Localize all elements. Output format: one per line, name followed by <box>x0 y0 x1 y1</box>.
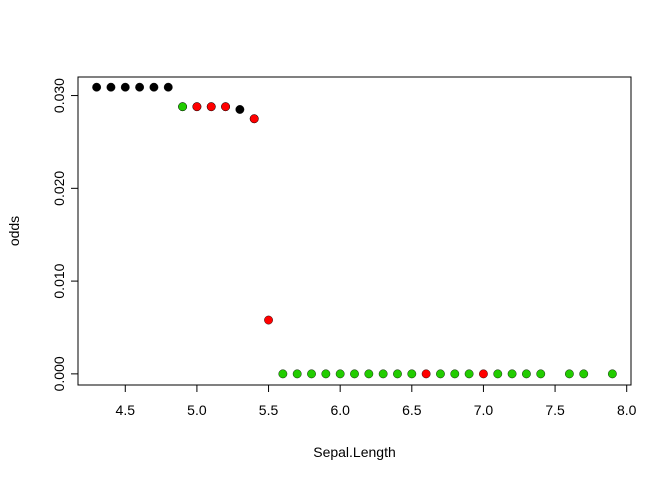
y-tick-label: 0.010 <box>51 263 67 298</box>
x-tick-label: 6.5 <box>402 402 422 418</box>
y-axis: 0.000 0.010 0.020 0.030 <box>51 78 79 391</box>
data-point <box>178 102 187 112</box>
data-point <box>493 369 503 379</box>
data-point <box>536 369 546 379</box>
data-point <box>149 82 159 92</box>
data-point <box>292 369 302 379</box>
data-point <box>364 369 374 379</box>
data-point <box>607 369 617 379</box>
x-tick-label: 5.5 <box>259 402 279 418</box>
data-point <box>264 315 273 325</box>
data-point <box>163 82 173 92</box>
data-point <box>436 369 445 379</box>
x-tick-label: 8.0 <box>617 402 637 418</box>
data-point <box>335 369 345 379</box>
x-tick-label: 7.0 <box>474 402 494 418</box>
data-point <box>206 102 216 112</box>
data-point <box>507 369 517 379</box>
data-point <box>249 114 259 124</box>
data-points <box>92 82 617 379</box>
data-point <box>235 105 245 114</box>
data-point <box>278 369 288 379</box>
data-point <box>221 102 230 112</box>
data-point <box>92 82 102 92</box>
x-tick-label: 5.0 <box>187 402 207 418</box>
x-axis: 4.5 5.0 5.5 6.0 6.5 7.0 7.5 8.0 <box>116 384 637 418</box>
data-point <box>450 369 460 379</box>
y-axis-label: odds <box>6 216 22 246</box>
plot-frame <box>77 76 632 386</box>
x-tick-label: 4.5 <box>116 402 136 418</box>
data-point <box>350 369 359 379</box>
x-tick-label: 6.0 <box>330 402 350 418</box>
data-point <box>522 369 531 379</box>
data-point <box>564 369 574 379</box>
x-tick-label: 7.5 <box>545 402 565 418</box>
data-point <box>393 369 402 379</box>
data-point <box>307 369 316 379</box>
data-point <box>421 369 431 379</box>
data-point <box>378 369 388 379</box>
data-point <box>464 369 474 379</box>
data-point <box>479 369 488 379</box>
x-axis-label: Sepal.Length <box>313 444 396 460</box>
y-tick-label: 0.000 <box>51 356 67 391</box>
data-point <box>579 369 589 379</box>
y-tick-label: 0.020 <box>51 171 67 206</box>
data-point <box>135 82 145 92</box>
y-tick-label: 0.030 <box>51 78 67 113</box>
data-point <box>321 369 331 379</box>
data-point <box>106 82 116 92</box>
data-point <box>407 369 417 379</box>
data-point <box>120 82 130 92</box>
data-point <box>192 102 202 112</box>
